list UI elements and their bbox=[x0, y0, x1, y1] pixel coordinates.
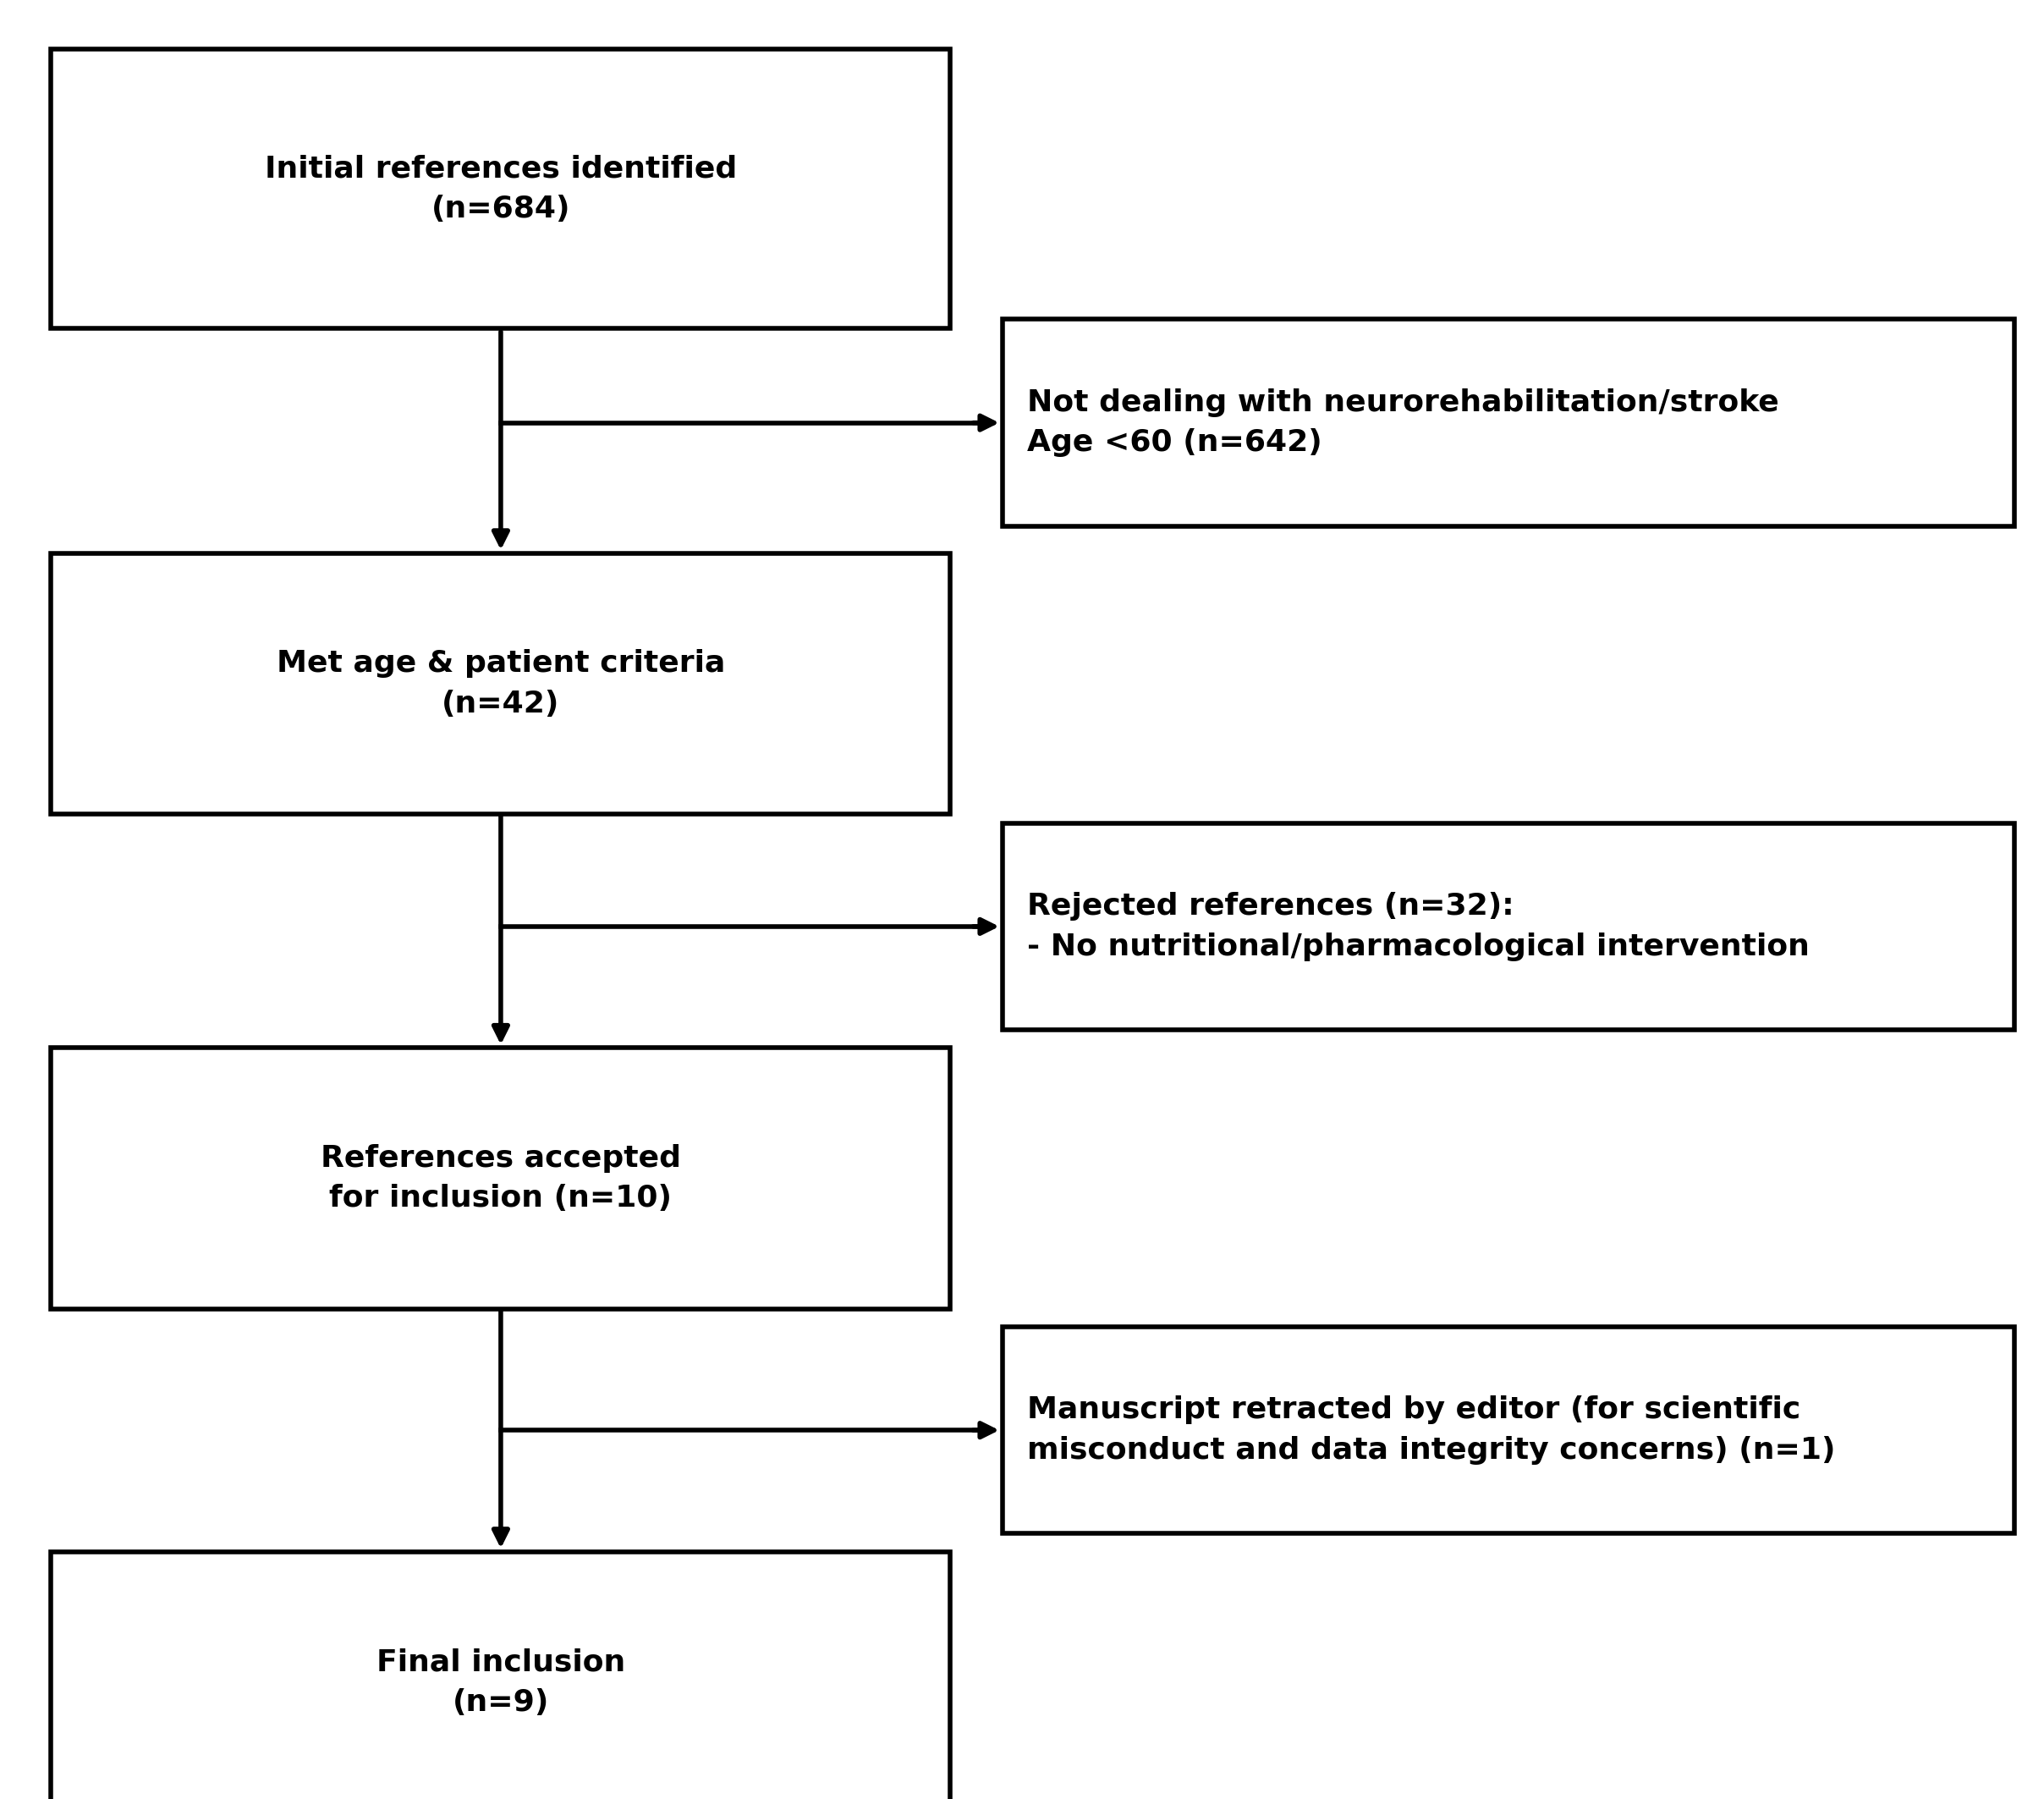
Text: Not dealing with neurorehabilitation/stroke
Age <60 (n=642): Not dealing with neurorehabilitation/str… bbox=[1026, 389, 1778, 457]
FancyBboxPatch shape bbox=[51, 50, 950, 327]
FancyBboxPatch shape bbox=[51, 552, 950, 813]
Text: Initial references identified
(n=684): Initial references identified (n=684) bbox=[264, 155, 738, 223]
Text: Rejected references (n=32):
- No nutritional/pharmacological intervention: Rejected references (n=32): - No nutriti… bbox=[1026, 892, 1809, 961]
Text: Met age & patient criteria
(n=42): Met age & patient criteria (n=42) bbox=[276, 649, 726, 718]
Text: References accepted
for inclusion (n=10): References accepted for inclusion (n=10) bbox=[321, 1144, 681, 1213]
Text: Manuscript retracted by editor (for scientific
misconduct and data integrity con: Manuscript retracted by editor (for scie… bbox=[1026, 1396, 1836, 1464]
FancyBboxPatch shape bbox=[1002, 320, 2015, 525]
FancyBboxPatch shape bbox=[1002, 1328, 2015, 1533]
Text: Final inclusion
(n=9): Final inclusion (n=9) bbox=[376, 1648, 625, 1716]
FancyBboxPatch shape bbox=[51, 1551, 950, 1799]
FancyBboxPatch shape bbox=[51, 1047, 950, 1310]
FancyBboxPatch shape bbox=[1002, 824, 2015, 1029]
